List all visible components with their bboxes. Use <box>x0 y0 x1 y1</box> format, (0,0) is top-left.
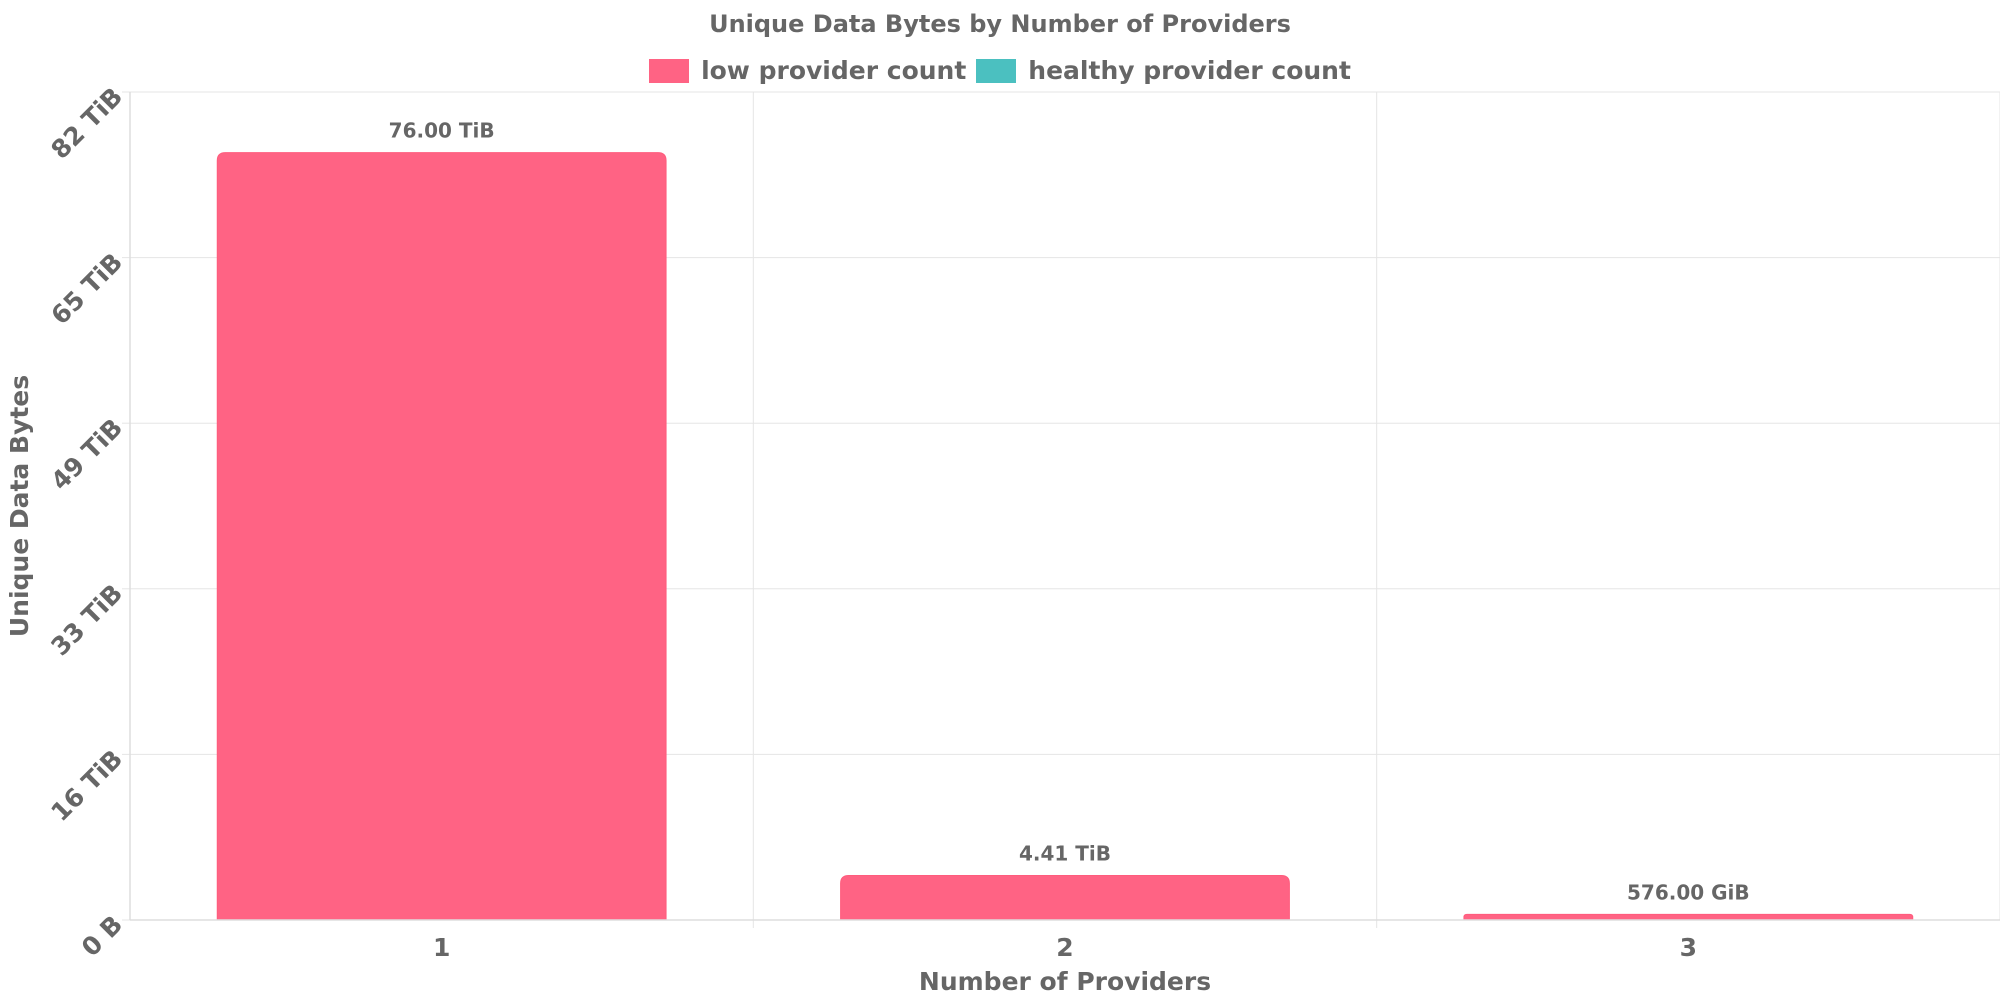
chart-title: Unique Data Bytes by Number of Providers <box>709 10 1291 38</box>
legend-label-healthy: healthy provider count <box>1028 56 1351 85</box>
bar-data-label: 76.00 TiB <box>389 119 495 143</box>
label-layer: 76.00 TiB 4.41 TiB 576.00 GiB <box>389 119 1750 905</box>
legend-label-low: low provider count <box>701 56 967 85</box>
y-axis-title: Unique Data Bytes <box>5 375 34 637</box>
y-tick-label: 65 TiB <box>45 247 128 330</box>
y-tick-label: 49 TiB <box>45 413 128 496</box>
y-tick-label: 33 TiB <box>45 579 128 662</box>
y-tick-label: 82 TiB <box>45 82 128 165</box>
bar-layer <box>216 152 1914 921</box>
x-tick-label: 3 <box>1680 933 1697 962</box>
bar <box>840 874 1290 921</box>
legend-swatch-healthy <box>976 58 1017 83</box>
x-axis-title: Number of Providers <box>919 967 1211 996</box>
y-tick-label: 0 B <box>76 910 128 962</box>
y-tick-label: 16 TiB <box>45 744 128 827</box>
x-tick-label: 1 <box>433 933 450 962</box>
legend: low provider count healthy provider coun… <box>0 56 2000 85</box>
legend-item-healthy[interactable]: healthy provider count <box>976 56 1351 85</box>
bar-data-label: 4.41 TiB <box>1019 841 1111 865</box>
bar-data-label: 576.00 GiB <box>1627 880 1750 904</box>
bar <box>1463 913 1914 921</box>
x-tick-label: 2 <box>1056 933 1073 962</box>
bar <box>216 152 667 921</box>
legend-swatch-low <box>649 58 690 83</box>
legend-item-low[interactable]: low provider count <box>649 56 966 85</box>
